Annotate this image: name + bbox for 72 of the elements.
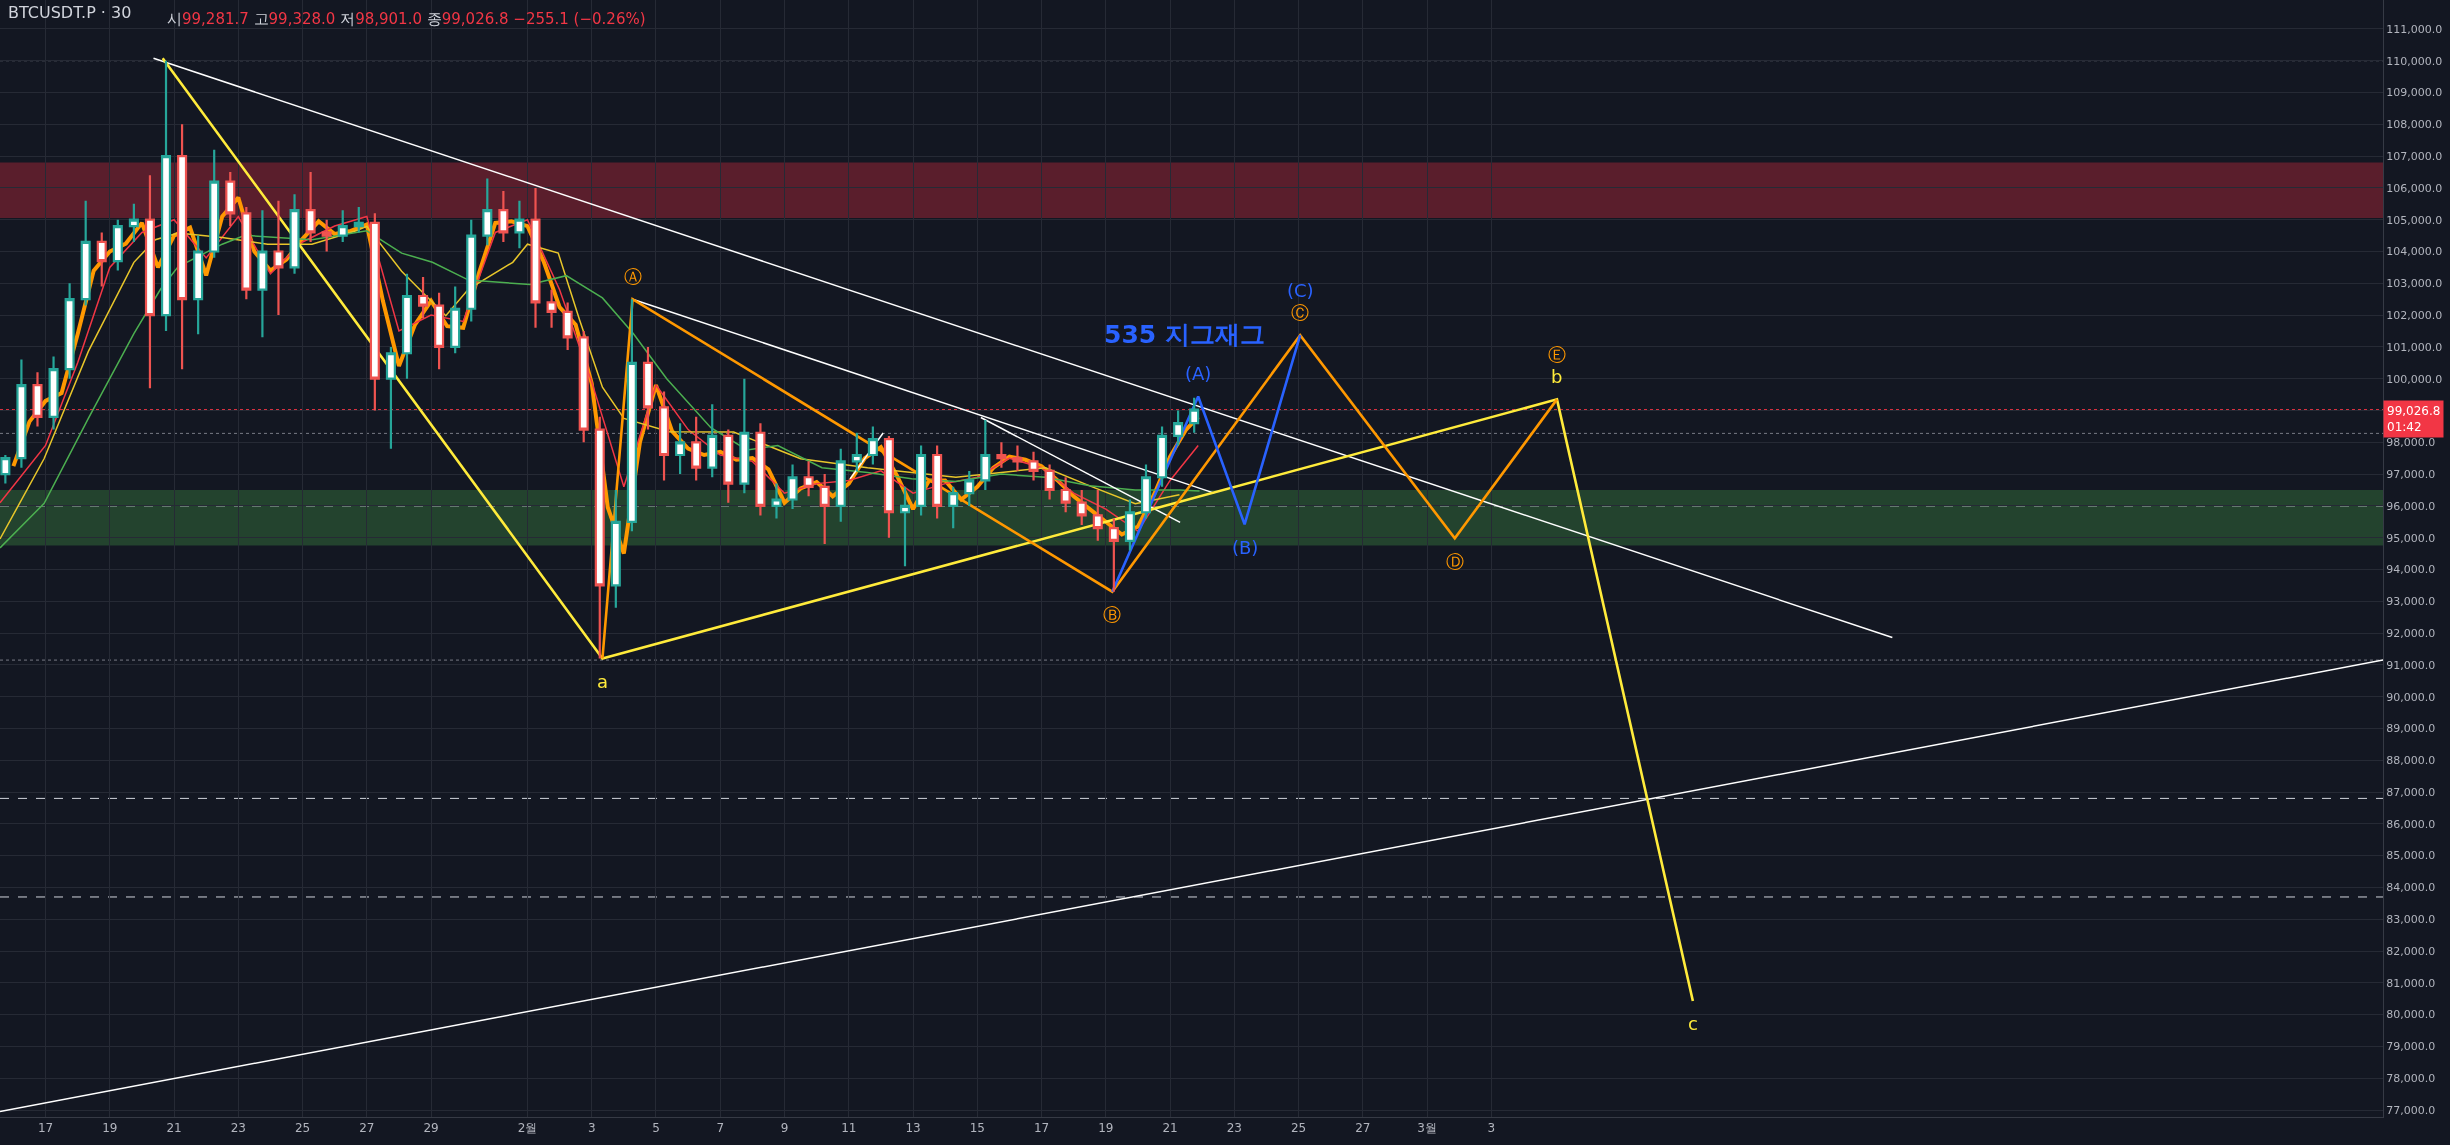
y-tick-label: 91,000.0	[2386, 658, 2436, 672]
data-label: Ⓒ	[1291, 302, 1309, 323]
y-tick-label: 104,000.0	[2386, 245, 2443, 259]
ref-line-label: 99,026.8 01:42	[2387, 404, 2441, 434]
y-tick-label: 102,000.0	[2386, 308, 2443, 322]
x-tick-label: 11	[841, 1121, 857, 1136]
y-tick-label: 90,000.0	[2386, 690, 2436, 704]
y-tick-label: 105,000.0	[2386, 213, 2443, 227]
series-label: 535 지그재그	[1104, 320, 1265, 349]
y-tick-label: 95,000.0	[2386, 531, 2436, 545]
x-tick-label: 3월	[1417, 1121, 1437, 1136]
x-tick-label: 2월	[517, 1121, 538, 1136]
y-tick-label: 94,000.0	[2386, 563, 2436, 577]
x-tick-label: 3	[587, 1121, 596, 1136]
x-tick-label: 27	[1355, 1121, 1371, 1136]
data-label: (B)	[1232, 537, 1259, 558]
x-tick-label: 23	[1226, 1121, 1242, 1136]
y-tick-label: 106,000.0	[2386, 181, 2443, 195]
x-tick-label: 23	[230, 1121, 246, 1136]
y-tick-label: 101,000.0	[2386, 340, 2443, 354]
x-tick-label: 21	[1162, 1121, 1178, 1136]
y-tick-label: 109,000.0	[2386, 86, 2443, 100]
y-tick-label: 89,000.0	[2386, 722, 2436, 736]
y-tick-label: 86,000.0	[2386, 817, 2436, 831]
data-label: Ⓐ	[624, 266, 642, 287]
y-tick-label: 78,000.0	[2386, 1072, 2436, 1086]
y-tick-label: 97,000.0	[2386, 467, 2436, 481]
x-tick-label: 3	[1487, 1121, 1496, 1136]
x-tick-label: 25	[1290, 1121, 1307, 1136]
y-tick-label: 96,000.0	[2386, 499, 2436, 513]
y-tick-label: 84,000.0	[2386, 881, 2436, 895]
y-tick-label: 83,000.0	[2386, 913, 2436, 927]
y-tick-label: 110,000.0	[2386, 54, 2443, 68]
x-tick-label: 5	[652, 1121, 660, 1136]
y-tick-label: 81,000.0	[2386, 976, 2436, 990]
y-tick-label: 85,000.0	[2386, 849, 2436, 863]
y-tick-label: 98,000.0	[2386, 436, 2436, 450]
y-tick-label: 103,000.0	[2386, 277, 2443, 291]
y-tick-label: 80,000.0	[2386, 1008, 2436, 1022]
chart-title: BTCUSDT.P · 30	[8, 3, 132, 23]
data-label: Ⓑ	[1103, 604, 1121, 625]
y-tick-label: 79,000.0	[2386, 1040, 2436, 1054]
data-label: (A)	[1185, 363, 1212, 384]
text: 시99,281.7 고99,328.0 저98,901.0 종99,026.8 −255.1 (−0.26%)	[167, 10, 646, 28]
data-label: b	[1551, 366, 1563, 387]
x-tick-label: 29	[423, 1121, 439, 1136]
y-tick-label: 77,000.0	[2386, 1103, 2436, 1117]
x-tick-label: 7	[716, 1121, 725, 1136]
data-label: c	[1688, 1013, 1698, 1034]
y-tick-label: 93,000.0	[2386, 595, 2436, 609]
y-tick-label: 92,000.0	[2386, 626, 2436, 640]
y-tick-label: 82,000.0	[2386, 944, 2436, 958]
x-tick-label: 17	[1033, 1121, 1050, 1136]
x-tick-label: 25	[294, 1121, 311, 1136]
data-label: a	[597, 671, 609, 692]
y-tick-label: 107,000.0	[2386, 149, 2443, 163]
data-label: (C)	[1287, 280, 1314, 301]
data-label: Ⓓ	[1446, 551, 1464, 572]
y-tick-label: 88,000.0	[2386, 754, 2436, 768]
y-tick-label: 100,000.0	[2386, 372, 2443, 386]
data-label: Ⓔ	[1548, 344, 1566, 365]
x-tick-label: 19	[1098, 1121, 1114, 1136]
x-tick-label: 15	[969, 1121, 985, 1136]
x-tick-label: 13	[905, 1121, 921, 1136]
x-tick-label: 21	[166, 1121, 182, 1136]
x-tick-label: 17	[37, 1121, 54, 1136]
x-tick-label: 19	[102, 1121, 118, 1136]
x-tick-label: 27	[359, 1121, 375, 1136]
y-tick-label: 111,000.0	[2386, 22, 2443, 36]
y-tick-label: 87,000.0	[2386, 785, 2436, 799]
x-tick-label: 9	[780, 1121, 789, 1136]
y-tick-label: 108,000.0	[2386, 118, 2443, 132]
